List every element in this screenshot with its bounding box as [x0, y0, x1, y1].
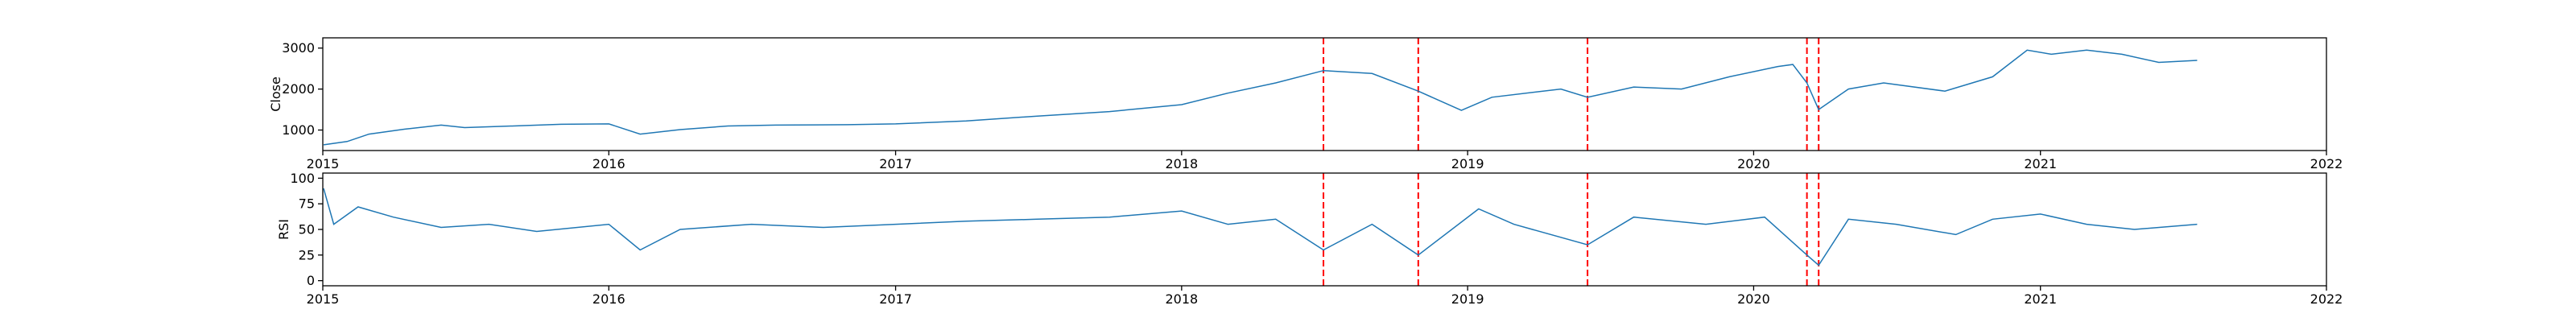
rsi-series-line [323, 188, 2198, 266]
close-y-tick-label: 1000 [282, 122, 315, 138]
close-x-tick-label: 2021 [2024, 156, 2057, 171]
close-x-tick-label: 2019 [1451, 156, 1484, 171]
rsi-axes-frame [322, 172, 2327, 287]
rsi-x-tick-label: 2020 [1737, 291, 1770, 307]
rsi-y-tick-label: 50 [299, 222, 315, 237]
rsi-x-tick-label: 2021 [2024, 291, 2057, 307]
rsi-x-tick-label: 2015 [307, 291, 340, 307]
rsi-x-tick-label: 2019 [1451, 291, 1484, 307]
close-series-line [323, 49, 2198, 146]
close-vlines [1323, 38, 1820, 151]
close-x-tick-label: 2018 [1165, 156, 1198, 171]
close-x-tick-label: 2016 [592, 156, 625, 171]
rsi-y-tick-label: 100 [290, 171, 315, 186]
close-x-tick-label: 2022 [2310, 156, 2343, 171]
rsi-x-ticks: 2015 2016 2017 2018 2019 2020 2021 2022 [307, 286, 2343, 307]
rsi-y-axis-label: RSI [276, 219, 291, 240]
close-x-tick-label: 2017 [879, 156, 912, 171]
rsi-x-tick-label: 2017 [879, 291, 912, 307]
close-x-tick-label: 2015 [307, 156, 340, 171]
close-y-tick-label: 3000 [282, 40, 315, 56]
rsi-y-tick-label: 0 [307, 273, 315, 288]
close-subplot: 1000 2000 3000 2015 2016 2017 2018 2019 2020 202… [268, 37, 2343, 171]
rsi-y-tick-label: 75 [299, 196, 315, 212]
close-x-tick-label: 2020 [1737, 156, 1770, 171]
close-y-ticks: 1000 2000 3000 [282, 40, 323, 138]
rsi-y-ticks: 0 25 50 75 100 [290, 171, 323, 288]
rsi-x-tick-label: 2022 [2310, 291, 2343, 307]
rsi-x-tick-label: 2018 [1165, 291, 1198, 307]
rsi-x-tick-label: 2016 [592, 291, 625, 307]
close-x-ticks: 2015 2016 2017 2018 2019 2020 2021 2022 [307, 151, 2343, 171]
rsi-vlines [1323, 173, 1820, 286]
rsi-y-tick-label: 25 [299, 247, 315, 262]
close-y-axis-label: Close [268, 76, 283, 112]
close-axes-frame [322, 37, 2327, 151]
close-y-tick-label: 2000 [282, 81, 315, 97]
